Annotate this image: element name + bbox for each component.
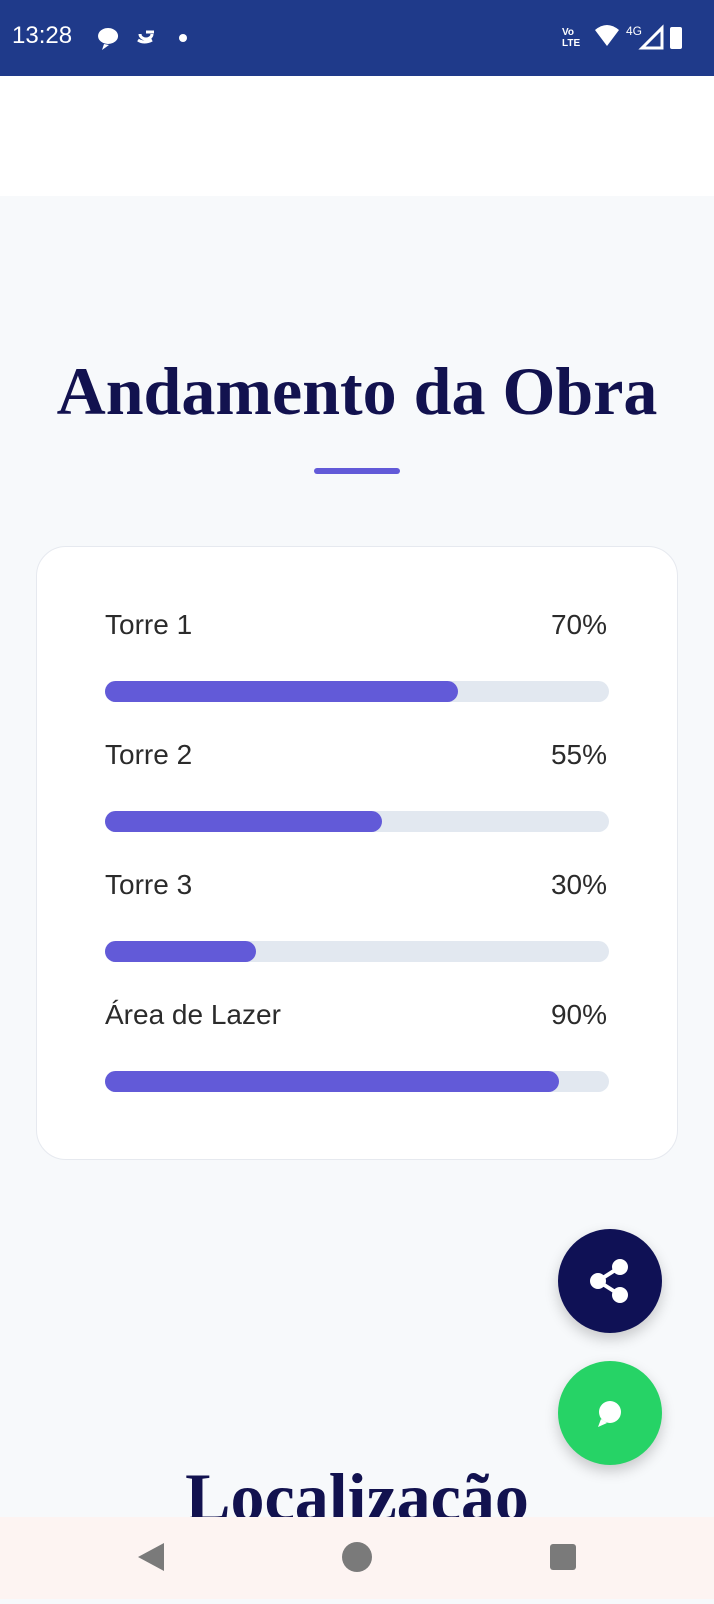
item-label: Torre 2 bbox=[105, 739, 193, 770]
progress-card: Torre 1 70% Torre 2 55% Torre 3 30% Área de La… bbox=[36, 546, 678, 1160]
chat-icon bbox=[598, 1401, 621, 1427]
notification-icons bbox=[98, 28, 187, 50]
share-button[interactable] bbox=[558, 1229, 662, 1333]
item-label: Área de Lazer bbox=[105, 999, 281, 1030]
recents-button[interactable] bbox=[550, 1544, 576, 1570]
item-label: Torre 3 bbox=[105, 869, 193, 900]
nav-icons bbox=[138, 1542, 576, 1572]
header bbox=[0, 76, 714, 196]
share-icon bbox=[590, 1259, 628, 1303]
signal-icons bbox=[595, 24, 682, 50]
item-percent: 55% bbox=[550, 739, 607, 770]
network-type: 4G bbox=[626, 24, 643, 38]
clock: 13:28 bbox=[12, 22, 73, 49]
item-percent: 30% bbox=[550, 869, 607, 900]
back-button[interactable] bbox=[138, 1543, 164, 1571]
progress-bar bbox=[105, 941, 257, 962]
status-bar: 13:28 Vo LTE 4G bbox=[0, 0, 714, 76]
volte-icon: Vo LTE bbox=[562, 27, 581, 49]
item-label: Torre 1 bbox=[105, 609, 193, 640]
item-percent: 70% bbox=[550, 609, 607, 640]
title-underline bbox=[314, 468, 400, 474]
progress-bar bbox=[105, 1071, 559, 1092]
progress-bar bbox=[105, 681, 458, 702]
navigation-bar bbox=[0, 1517, 714, 1599]
section-title: Andamento da Obra bbox=[56, 353, 658, 429]
whatsapp-button[interactable] bbox=[558, 1361, 662, 1465]
home-button[interactable] bbox=[342, 1542, 372, 1572]
progress-bar bbox=[105, 811, 383, 832]
item-percent: 90% bbox=[550, 999, 607, 1030]
